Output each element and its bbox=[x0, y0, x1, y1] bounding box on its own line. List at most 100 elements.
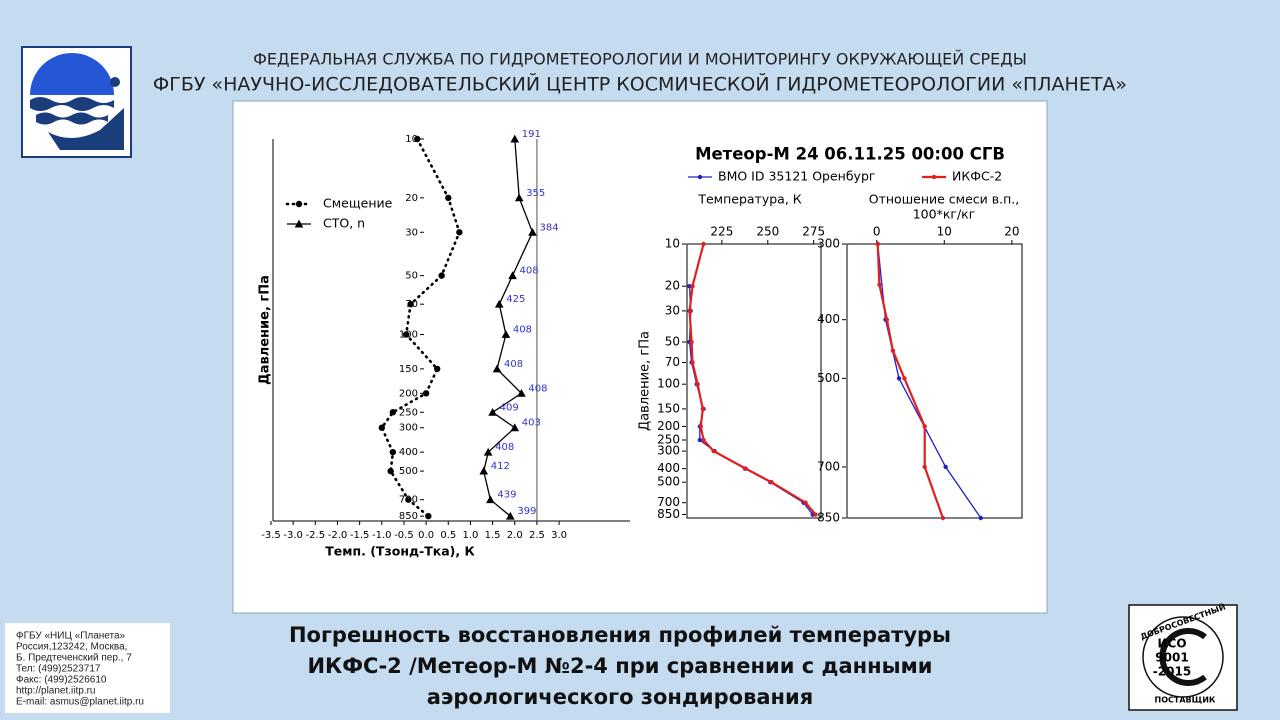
marker bbox=[701, 437, 706, 443]
count-label: 425 bbox=[506, 294, 525, 305]
marker bbox=[389, 448, 397, 456]
marker bbox=[690, 284, 695, 289]
marker bbox=[492, 364, 502, 373]
x-tick-label: -3.5 bbox=[261, 530, 281, 541]
x-tick-label: 10 bbox=[937, 225, 952, 239]
marker bbox=[425, 512, 432, 520]
marker bbox=[294, 219, 304, 228]
count-label: 355 bbox=[526, 188, 545, 199]
x-tick-label: -1.5 bbox=[350, 530, 370, 541]
marker bbox=[510, 134, 520, 143]
plot-frame bbox=[846, 243, 1023, 519]
x-axis-label: Отношение смеси в.п., bbox=[869, 192, 1019, 207]
x-tick-label: 0 bbox=[873, 225, 881, 239]
caption: Погрешность восстановления профилей темп… bbox=[289, 623, 951, 709]
count-label: 408 bbox=[513, 324, 532, 335]
marker bbox=[407, 300, 414, 308]
y-tick-label: 100 bbox=[657, 377, 680, 391]
marker bbox=[890, 348, 896, 353]
legend-item: СТО, n bbox=[287, 216, 365, 231]
x-axis-label: 100*кг/кг bbox=[913, 207, 976, 222]
logo bbox=[21, 46, 132, 158]
marker bbox=[506, 511, 515, 520]
contacts-box bbox=[5, 623, 170, 713]
chart: 0 10 20 300 400 500 700 850 Отношение смеси в.п.… bbox=[817, 192, 1023, 525]
y-tick-label: 700 bbox=[657, 495, 680, 509]
marker bbox=[488, 407, 497, 416]
y-tick-label: 250 bbox=[399, 407, 418, 418]
x-tick-label: 250 bbox=[756, 225, 779, 239]
y-tick-label: 500 bbox=[399, 466, 418, 477]
marker bbox=[479, 466, 489, 475]
legend-label: СТО, n bbox=[323, 216, 365, 231]
marker bbox=[922, 464, 927, 470]
marker bbox=[528, 227, 537, 236]
cert-text: ИСО bbox=[1157, 637, 1186, 651]
cert-text: 9001 bbox=[1155, 651, 1188, 665]
marker bbox=[803, 500, 808, 505]
contact-line: E-mail: asmus@planet.iitp.ru bbox=[16, 697, 144, 708]
x-tick-label: -2.0 bbox=[328, 530, 348, 541]
x-tick-label: 275 bbox=[802, 225, 825, 239]
y-tick-label: 400 bbox=[399, 447, 418, 458]
contact-line: ФГБУ «НИЦ «Планета» bbox=[16, 631, 126, 642]
marker bbox=[438, 272, 445, 279]
marker bbox=[978, 515, 983, 521]
certificate: ДОБРОСОВЕСТНЫЙ ИСО 9001 -2015 ПОСТАВЩИК bbox=[1128, 601, 1238, 711]
x-tick-label: 1.5 bbox=[485, 530, 501, 541]
marker bbox=[389, 409, 397, 416]
y-tick-label: 850 bbox=[399, 511, 418, 522]
y-tick-label: 20 bbox=[405, 193, 418, 204]
caption-line: аэрологического зондирования bbox=[427, 685, 814, 709]
y-axis-label: Давление, гПа bbox=[638, 331, 653, 431]
y-tick-label: 250 bbox=[657, 433, 680, 447]
marker bbox=[405, 496, 412, 503]
y-tick-label: 70 bbox=[665, 355, 680, 369]
contact-line: Россия,123242, Москва, bbox=[16, 642, 127, 653]
marker bbox=[494, 299, 504, 308]
count-label: 412 bbox=[491, 461, 510, 472]
chart-title: Метеор-М 24 06.11.25 00:00 СГВ bbox=[695, 145, 1005, 164]
y-tick-label: 150 bbox=[657, 401, 680, 415]
y-tick-label: 500 bbox=[817, 371, 840, 385]
y-tick-label: 700 bbox=[817, 459, 840, 473]
x-tick-label: 1.0 bbox=[462, 530, 478, 541]
marker bbox=[931, 174, 937, 180]
y-tick-label: 50 bbox=[405, 271, 418, 282]
count-label: 403 bbox=[522, 418, 541, 429]
y-tick-label: 50 bbox=[665, 335, 680, 349]
legend-label: ИКФС-2 bbox=[952, 169, 1002, 184]
y-tick-label: 300 bbox=[399, 423, 418, 434]
y-tick-label: 850 bbox=[657, 507, 680, 521]
marker bbox=[514, 193, 524, 202]
marker bbox=[387, 467, 394, 475]
marker bbox=[877, 282, 882, 287]
marker bbox=[456, 229, 463, 236]
count-label: 408 bbox=[495, 442, 514, 453]
marker bbox=[690, 360, 695, 365]
contact-line: http://planet.iitp.ru bbox=[16, 686, 96, 697]
caption-line: Погрешность восстановления профилей темп… bbox=[289, 623, 951, 647]
count-label: 384 bbox=[539, 222, 558, 233]
x-tick-label: 0.5 bbox=[440, 530, 456, 541]
marker bbox=[701, 241, 706, 247]
marker bbox=[689, 339, 694, 345]
y-tick-label: 20 bbox=[665, 279, 680, 293]
marker bbox=[414, 135, 421, 143]
x-tick-label: -2.5 bbox=[306, 530, 326, 541]
series-line bbox=[483, 138, 534, 517]
x-tick-label: 225 bbox=[710, 225, 733, 239]
y-tick-label: 10 bbox=[405, 134, 418, 145]
marker bbox=[295, 200, 303, 208]
marker bbox=[743, 466, 748, 471]
cert-text: -2015 bbox=[1153, 665, 1191, 679]
y-tick-label: 200 bbox=[399, 388, 418, 399]
contact-line: Б. Предтеченский пер., 7 bbox=[16, 653, 132, 664]
chart: 225 250 2751020305070100150200250300400500… bbox=[638, 145, 1005, 522]
y-tick-label: 200 bbox=[657, 419, 680, 433]
contact-line: Тел: (499)2523717 bbox=[16, 664, 101, 675]
count-label: 191 bbox=[522, 129, 541, 140]
marker bbox=[711, 448, 716, 454]
marker bbox=[510, 423, 520, 432]
